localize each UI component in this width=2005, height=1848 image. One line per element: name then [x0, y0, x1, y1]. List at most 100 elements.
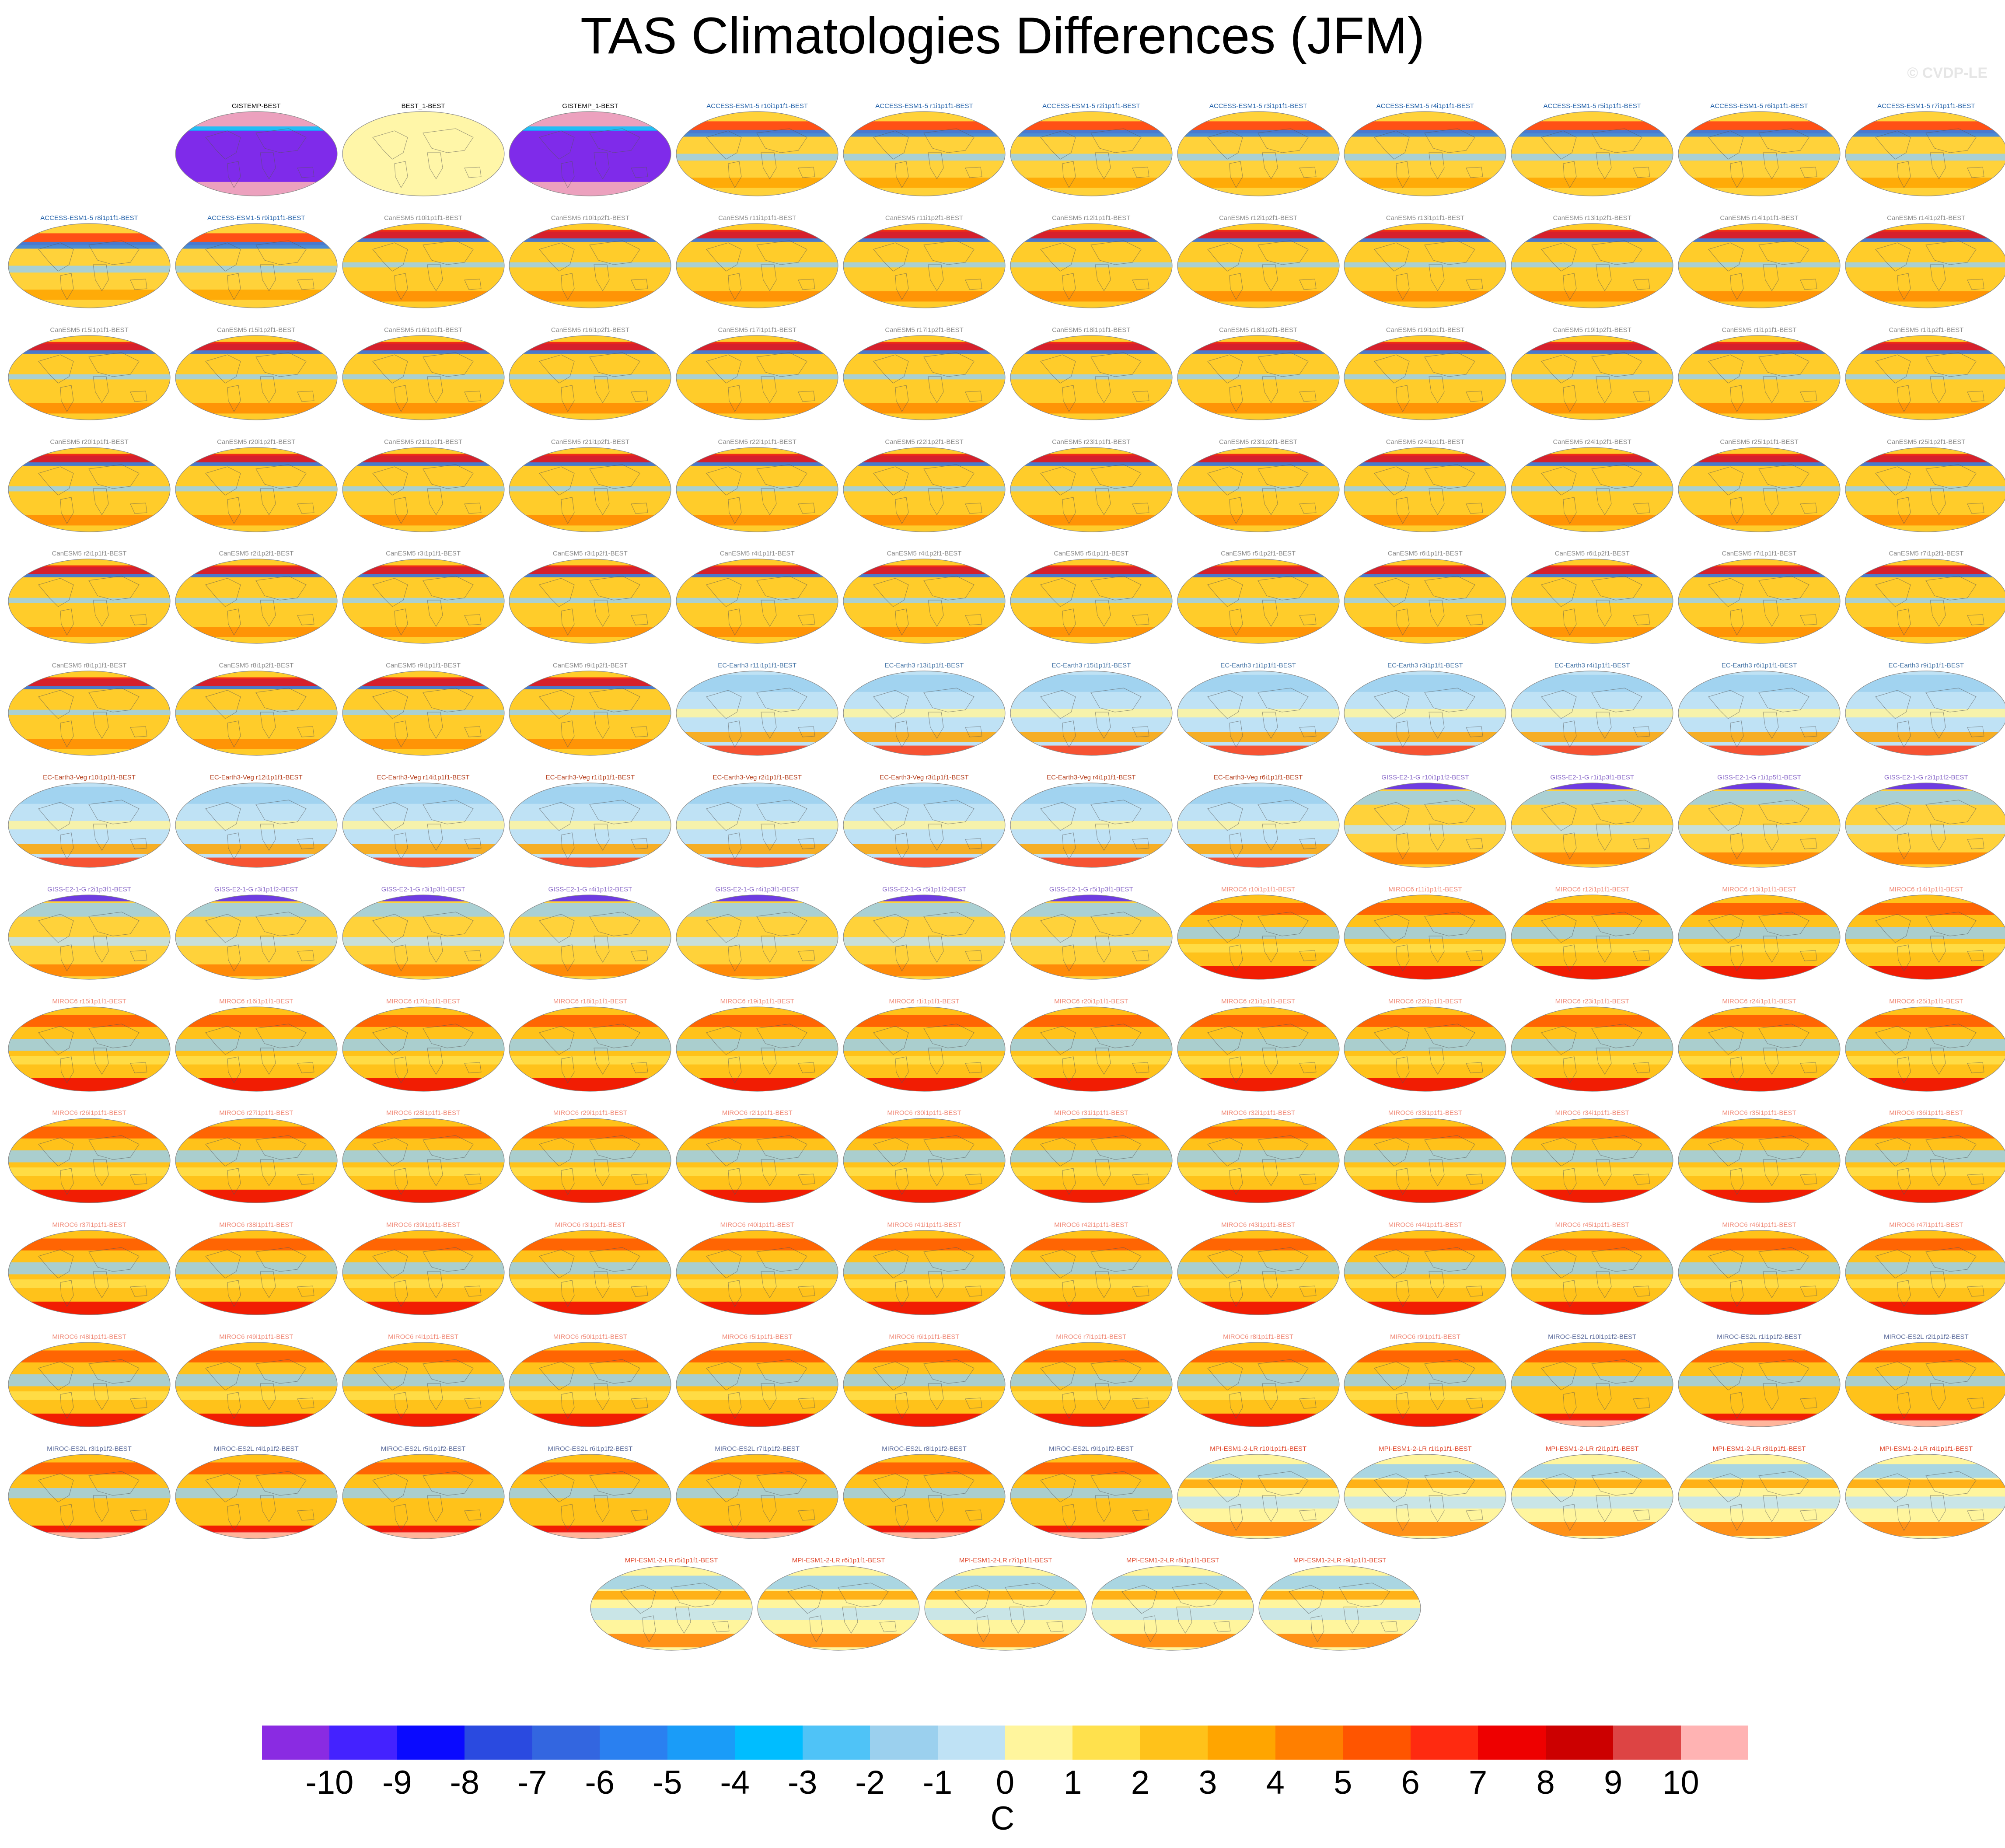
map-panel-title: EC-Earth3-Veg r12i1p1f1-BEST — [210, 774, 303, 781]
map-panel-title: CanESM5 r15i1p2f1-BEST — [217, 326, 296, 334]
global-map — [342, 671, 505, 756]
map-panel-title: MIROC-ES2L r2i1p1f2-BEST — [1883, 1333, 1969, 1341]
colorbar-tick-label: 3 — [1198, 1764, 1217, 1801]
colorbar-tick-label: 1 — [1063, 1764, 1082, 1801]
map-panel-title: CanESM5 r1i1p2f1-BEST — [1889, 326, 1964, 334]
map-panel-title: GISS-E2-1-G r10i1p1f2-BEST — [1381, 774, 1469, 781]
map-panel: MIROC6 r47i1p1f1-BEST — [1845, 1220, 2005, 1315]
map-panel-title: EC-Earth3 r9i1p1f1-BEST — [1888, 662, 1964, 669]
map-panel: EC-Earth3-Veg r4i1p1f1-BEST — [1010, 773, 1173, 868]
map-panel: EC-Earth3-Veg r3i1p1f1-BEST — [843, 773, 1006, 868]
map-panel-title: MIROC-ES2L r7i1p1f2-BEST — [715, 1445, 800, 1453]
map-panel: CanESM5 r2i1p2f1-BEST — [175, 549, 338, 644]
global-map — [8, 559, 171, 644]
map-panel: MIROC6 r17i1p1f1-BEST — [342, 997, 505, 1092]
map-panel: EC-Earth3 r4i1p1f1-BEST — [1511, 661, 1673, 756]
map-panel-title: CanESM5 r7i1p1f1-BEST — [1722, 550, 1797, 557]
map-panel-title: MIROC6 r21i1p1f1-BEST — [1221, 998, 1296, 1005]
global-map — [509, 223, 671, 308]
colorbar-segment — [735, 1726, 803, 1760]
colorbar-tick-label: -2 — [855, 1764, 885, 1801]
colorbar-unit: C — [990, 1800, 1015, 1837]
map-panel: MIROC6 r24i1p1f1-BEST — [1678, 997, 1841, 1092]
map-panel-title: MPI-ESM1-2-LR r4i1p1f1-BEST — [1879, 1445, 1973, 1453]
map-panel: CanESM5 r24i1p2f1-BEST — [1511, 437, 1673, 532]
global-map — [342, 223, 505, 308]
global-map — [1177, 894, 1340, 980]
map-panel: GISS-E2-1-G r2i1p3f1-BEST — [8, 885, 171, 980]
map-panel: CanESM5 r22i1p1f1-BEST — [676, 437, 838, 532]
map-panel-title: EC-Earth3 r4i1p1f1-BEST — [1554, 662, 1630, 669]
map-panel-title: EC-Earth3-Veg r4i1p1f1-BEST — [1047, 774, 1136, 781]
global-map — [1511, 783, 1673, 868]
global-map — [843, 671, 1006, 756]
colorbar-segment — [1275, 1726, 1343, 1760]
map-panel-title: MPI-ESM1-2-LR r10i1p1f1-BEST — [1210, 1445, 1307, 1453]
map-panel-title: MIROC6 r42i1p1f1-BEST — [1054, 1221, 1128, 1229]
map-panel: MIROC6 r5i1p1f1-BEST — [676, 1332, 838, 1427]
global-map — [1177, 559, 1340, 644]
map-panel: GISTEMP_1-BEST — [509, 101, 671, 196]
map-panel: CanESM5 r3i1p2f1-BEST — [509, 549, 671, 644]
map-panel: CanESM5 r19i1p2f1-BEST — [1511, 325, 1673, 420]
global-map — [1845, 783, 2005, 868]
map-panel: ACCESS-ESM1-5 r1i1p1f1-BEST — [843, 101, 1006, 196]
global-map — [1845, 671, 2005, 756]
map-panel: EC-Earth3 r15i1p1f1-BEST — [1010, 661, 1173, 756]
map-panel: MIROC6 r20i1p1f1-BEST — [1010, 997, 1173, 1092]
global-map — [1010, 111, 1173, 196]
map-panel-title: MIROC6 r14i1p1f1-BEST — [1889, 886, 1963, 893]
colorbar-segment — [937, 1726, 1006, 1760]
colorbar-tick-label: -9 — [382, 1764, 412, 1801]
global-map — [843, 559, 1006, 644]
global-map — [676, 559, 838, 644]
colorbar-segment — [532, 1726, 600, 1760]
map-panel: CanESM5 r23i1p2f1-BEST — [1177, 437, 1340, 532]
global-map — [1344, 1006, 1506, 1092]
map-panel-title: CanESM5 r10i1p1f1-BEST — [384, 214, 463, 222]
map-panel: MIROC6 r28i1p1f1-BEST — [342, 1108, 505, 1203]
map-panel: CanESM5 r5i1p1f1-BEST — [1010, 549, 1173, 644]
map-panel: CanESM5 r11i1p2f1-BEST — [843, 213, 1006, 308]
global-map — [342, 1342, 505, 1427]
map-panel: MPI-ESM1-2-LR r4i1p1f1-BEST — [1845, 1444, 2005, 1539]
map-panel: MIROC6 r36i1p1f1-BEST — [1845, 1108, 2005, 1203]
map-panel-title: CanESM5 r18i1p2f1-BEST — [1219, 326, 1298, 334]
global-map — [342, 1230, 505, 1315]
map-panel: MIROC6 r1i1p1f1-BEST — [843, 997, 1006, 1092]
map-panel: MPI-ESM1-2-LR r5i1p1f1-BEST — [590, 1556, 753, 1651]
global-map — [509, 335, 671, 420]
map-panel: EC-Earth3 r3i1p1f1-BEST — [1344, 661, 1506, 756]
map-panel-title: CanESM5 r1i1p1f1-BEST — [1722, 326, 1797, 334]
colorbar-tick-label: 0 — [996, 1764, 1015, 1801]
colorbar-segment — [1680, 1726, 1749, 1760]
map-panel: MIROC6 r2i1p1f1-BEST — [676, 1108, 838, 1203]
global-map — [1511, 1006, 1673, 1092]
map-panel-title: MIROC-ES2L r8i1p1f2-BEST — [882, 1445, 967, 1453]
map-panel: CanESM5 r1i1p2f1-BEST — [1845, 325, 2005, 420]
map-panel-title: MIROC6 r38i1p1f1-BEST — [219, 1221, 293, 1229]
map-panel-title: CanESM5 r21i1p2f1-BEST — [551, 438, 630, 446]
map-panel-title: MPI-ESM1-2-LR r2i1p1f1-BEST — [1545, 1445, 1639, 1453]
map-panel: CanESM5 r12i1p1f1-BEST — [1010, 213, 1173, 308]
global-map — [8, 1454, 171, 1539]
colorbar-segment — [329, 1726, 398, 1760]
map-panel-title: MIROC6 r13i1p1f1-BEST — [1722, 886, 1796, 893]
map-panel-title: MIROC6 r36i1p1f1-BEST — [1889, 1109, 1963, 1117]
map-panel-title: EC-Earth3-Veg r14i1p1f1-BEST — [377, 774, 470, 781]
map-panel-title: ACCESS-ESM1-5 r5i1p1f1-BEST — [1543, 102, 1641, 110]
map-panel: MIROC6 r29i1p1f1-BEST — [509, 1108, 671, 1203]
global-map — [509, 671, 671, 756]
map-panel-title: MIROC6 r26i1p1f1-BEST — [52, 1109, 126, 1117]
global-map — [509, 1342, 671, 1427]
global-map — [1344, 1230, 1506, 1315]
map-panel: CanESM5 r2i1p1f1-BEST — [8, 549, 171, 644]
global-map — [1845, 111, 2005, 196]
map-panel-title: CanESM5 r11i1p1f1-BEST — [718, 214, 796, 222]
map-panel: MIROC6 r37i1p1f1-BEST — [8, 1220, 171, 1315]
map-panel-title: GISS-E2-1-G r1i1p3f1-BEST — [1550, 774, 1635, 781]
map-panel-title: MIROC-ES2L r4i1p1f2-BEST — [213, 1445, 299, 1453]
colorbar-tick-label: 7 — [1469, 1764, 1488, 1801]
global-map — [924, 1565, 1087, 1651]
map-panel-title: CanESM5 r23i1p2f1-BEST — [1219, 438, 1298, 446]
